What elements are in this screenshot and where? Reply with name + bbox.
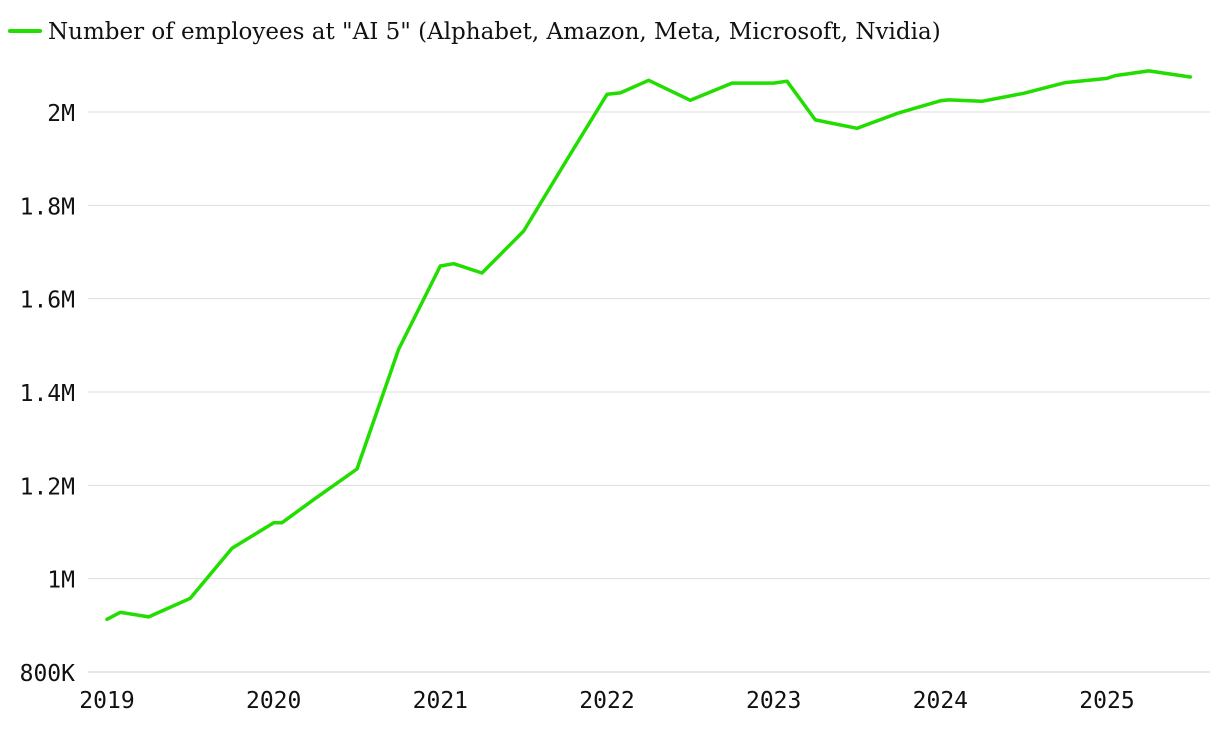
x-tick-label: 2022 [579,688,634,714]
y-tick-label: 2M [47,101,75,127]
y-tick-label: 1.2M [20,474,75,500]
series-line [105,69,1193,622]
series-layer [105,69,1193,622]
y-tick-label: 1.4M [20,381,75,407]
y-tick-label: 1.8M [20,194,75,220]
y-tick-label: 1M [47,568,75,594]
y-tick-label: 800K [20,661,76,687]
gridlines [88,111,1210,673]
x-tick-label: 2025 [1079,688,1134,714]
y-axis-ticks: 800K 1M 1.2M 1.4M 1.6M 1.8M 2M [20,101,76,687]
x-tick-label: 2023 [746,688,801,714]
x-tick-label: 2021 [413,688,468,714]
x-tick-label: 2020 [246,688,301,714]
y-tick-label: 1.6M [20,288,75,314]
x-tick-label: 2019 [79,688,134,714]
x-tick-label: 2024 [913,688,968,714]
legend-label: Number of employees at "AI 5" (Alphabet,… [48,19,941,45]
x-axis-ticks: 2019 2020 2021 2022 2023 2024 2025 [79,688,1134,714]
legend: Number of employees at "AI 5" (Alphabet,… [8,19,941,45]
